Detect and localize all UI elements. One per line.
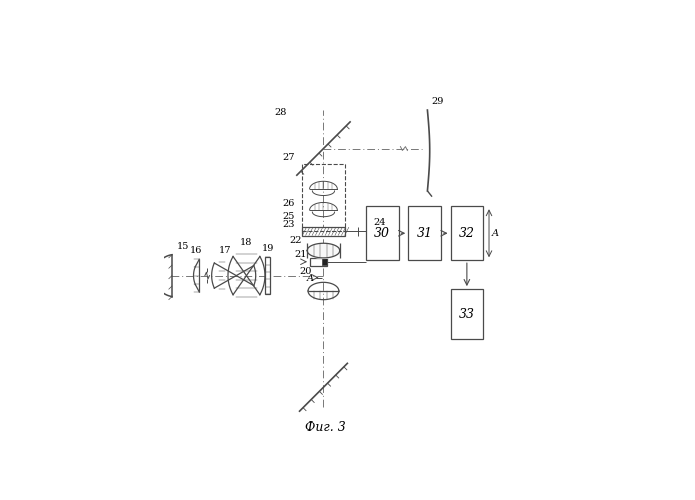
Text: 28: 28 <box>275 108 286 118</box>
Polygon shape <box>408 206 441 260</box>
Text: 20: 20 <box>300 268 312 276</box>
Text: 26: 26 <box>282 199 295 208</box>
Text: 21: 21 <box>295 250 307 260</box>
Polygon shape <box>450 206 483 260</box>
Text: 32: 32 <box>459 227 475 240</box>
Polygon shape <box>310 258 327 266</box>
Text: 17: 17 <box>219 246 231 256</box>
Text: 29: 29 <box>432 97 443 106</box>
Text: 25: 25 <box>282 212 295 220</box>
Text: 18: 18 <box>240 238 253 246</box>
Text: A: A <box>492 229 499 238</box>
Text: 30: 30 <box>374 227 390 240</box>
Text: A: A <box>306 274 314 282</box>
Text: 22: 22 <box>290 236 302 245</box>
Polygon shape <box>265 258 270 294</box>
Polygon shape <box>450 289 483 339</box>
Polygon shape <box>322 258 327 265</box>
Text: Фиг. 3: Фиг. 3 <box>305 421 346 434</box>
Text: 15: 15 <box>177 242 190 250</box>
Text: 31: 31 <box>416 227 432 240</box>
Polygon shape <box>366 206 398 260</box>
Text: 16: 16 <box>190 246 203 256</box>
Polygon shape <box>302 227 345 235</box>
Text: 33: 33 <box>459 308 475 320</box>
Text: 24: 24 <box>373 218 386 228</box>
Text: 27: 27 <box>282 153 295 162</box>
Text: 23: 23 <box>282 220 295 230</box>
Text: 19: 19 <box>261 244 274 254</box>
